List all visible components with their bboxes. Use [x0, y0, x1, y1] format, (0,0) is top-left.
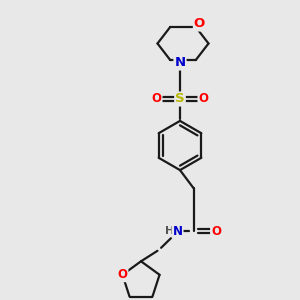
Text: O: O — [152, 92, 162, 106]
Text: H: H — [165, 226, 174, 236]
Text: S: S — [175, 92, 185, 106]
Text: O: O — [198, 92, 208, 106]
Text: O: O — [118, 268, 128, 281]
Text: N: N — [174, 56, 186, 70]
Text: O: O — [194, 17, 205, 31]
Text: O: O — [211, 225, 221, 238]
Text: N: N — [172, 225, 183, 238]
